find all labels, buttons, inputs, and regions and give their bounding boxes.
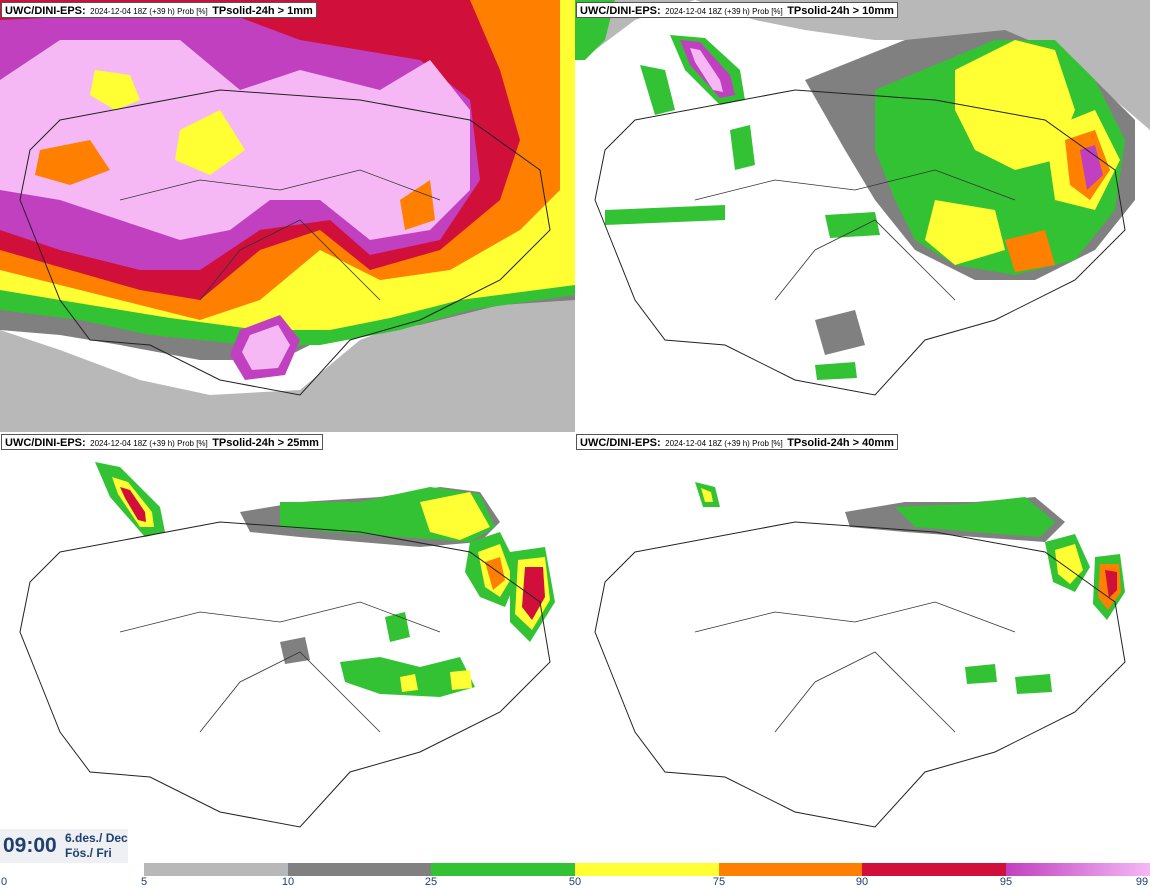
valid-time-box: 09:00 6.des./ Dec Fös./ Fri: [0, 829, 128, 863]
run-info: 2024-12-04 18Z (+39 h) Prob [%]: [90, 439, 208, 448]
legend-tick-90: 90: [855, 876, 869, 888]
legend-tick-95: 95: [999, 876, 1013, 888]
probability-map-40mm: [575, 432, 1150, 864]
legend-tick-99: 99: [1135, 876, 1149, 888]
model-name: UWC/DINI-EPS:: [5, 437, 86, 449]
legend-swatch-50-75: [575, 863, 719, 876]
legend-swatch-5-10: [144, 863, 288, 876]
legend-swatch-10-25: [288, 863, 431, 876]
probability-map-25mm: [0, 432, 575, 864]
run-info: 2024-12-04 18Z (+39 h) Prob [%]: [665, 439, 783, 448]
map-panel-1mm: UWC/DINI-EPS: 2024-12-04 18Z (+39 h) Pro…: [0, 0, 575, 432]
map-panel-25mm: UWC/DINI-EPS: 2024-12-04 18Z (+39 h) Pro…: [0, 432, 575, 864]
legend-swatch-75-90: [719, 863, 862, 876]
legend-tick-25: 25: [424, 876, 438, 888]
parameter-label: TPsolid-24h > 1mm: [212, 5, 313, 17]
valid-time-clock: 09:00: [3, 834, 57, 857]
model-name: UWC/DINI-EPS:: [5, 5, 86, 17]
panel-header-25mm: UWC/DINI-EPS: 2024-12-04 18Z (+39 h) Pro…: [1, 434, 323, 450]
legend-swatch-95-99: [1006, 863, 1150, 876]
legend-tick-0: 0: [0, 876, 8, 888]
legend-tick-5: 5: [140, 876, 148, 888]
parameter-label: TPsolid-24h > 25mm: [212, 437, 319, 449]
valid-day: Fös./ Fri: [65, 846, 112, 860]
parameter-label: TPsolid-24h > 10mm: [787, 5, 894, 17]
model-name: UWC/DINI-EPS:: [580, 437, 661, 449]
legend-swatch-25-50: [431, 863, 575, 876]
probability-map-1mm: [0, 0, 575, 432]
valid-date: 6.des./ Dec: [65, 831, 128, 845]
legend-tick-50: 50: [568, 876, 582, 888]
legend-swatch-90-95: [862, 863, 1006, 876]
run-info: 2024-12-04 18Z (+39 h) Prob [%]: [665, 7, 783, 16]
parameter-label: TPsolid-24h > 40mm: [787, 437, 894, 449]
map-panel-10mm: UWC/DINI-EPS: 2024-12-04 18Z (+39 h) Pro…: [575, 0, 1150, 432]
map-panel-40mm: UWC/DINI-EPS: 2024-12-04 18Z (+39 h) Pro…: [575, 432, 1150, 864]
legend-tick-10: 10: [281, 876, 295, 888]
probability-map-10mm: [575, 0, 1150, 432]
panel-header-40mm: UWC/DINI-EPS: 2024-12-04 18Z (+39 h) Pro…: [576, 434, 898, 450]
model-name: UWC/DINI-EPS:: [580, 5, 661, 17]
panel-header-1mm: UWC/DINI-EPS: 2024-12-04 18Z (+39 h) Pro…: [1, 2, 317, 18]
run-info: 2024-12-04 18Z (+39 h) Prob [%]: [90, 7, 208, 16]
panel-header-10mm: UWC/DINI-EPS: 2024-12-04 18Z (+39 h) Pro…: [576, 2, 898, 18]
legend-tick-75: 75: [712, 876, 726, 888]
